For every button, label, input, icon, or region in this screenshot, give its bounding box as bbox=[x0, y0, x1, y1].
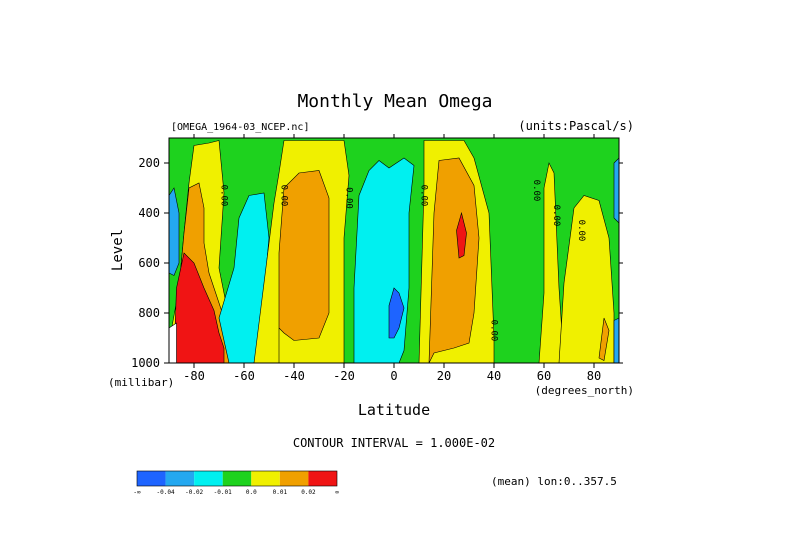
contour-label-4: 0.00 bbox=[489, 320, 499, 342]
contour-label-1: 0.00 bbox=[279, 185, 289, 207]
x-axis-title: Latitude bbox=[358, 401, 430, 419]
x-axis-units: (degrees_north) bbox=[535, 384, 634, 397]
y-tick-label: 800 bbox=[138, 306, 160, 320]
y-axis-ticks: 200 400 600 800 1000 bbox=[131, 156, 623, 370]
contour-region-8 bbox=[278, 170, 330, 363]
colorbar-tick-label: 0.0 bbox=[246, 489, 257, 496]
contour-interval: CONTOUR INTERVAL = 1.000E-02 bbox=[293, 436, 495, 450]
x-tick-label: -80 bbox=[183, 369, 205, 383]
y-axis-title: Level bbox=[110, 229, 126, 271]
x-tick-label: -40 bbox=[283, 369, 305, 383]
plot-area: 0.00 0.00 0.00 0.00 0.00 0.00 0.00 0.00 bbox=[168, 137, 620, 364]
x-tick-label: -20 bbox=[333, 369, 355, 383]
y-tick-label: 200 bbox=[138, 156, 160, 170]
colorbar-frame bbox=[136, 470, 338, 487]
contour-region-5 bbox=[168, 322, 177, 364]
colorbar-swatch bbox=[165, 471, 195, 486]
colorbar-swatch bbox=[251, 471, 280, 486]
x-tick-label: 0 bbox=[390, 369, 397, 383]
colorbar-swatch bbox=[279, 471, 309, 486]
x-tick-label: 60 bbox=[537, 369, 551, 383]
colorbar-tick-label: -0.01 bbox=[214, 489, 232, 496]
mean-label: (mean) lon:0..357.5 bbox=[491, 475, 617, 488]
colorbar: -∞ -0.04 -0.02 -0.01 0.0 0.01 0.02 ∞ bbox=[133, 470, 339, 496]
colorbar-swatch bbox=[194, 471, 223, 486]
y-tick-label: 400 bbox=[138, 206, 160, 220]
colorbar-tick-label: -0.02 bbox=[185, 489, 203, 496]
colorbar-swatch bbox=[222, 471, 252, 486]
contour-label-5: 0.00 bbox=[531, 180, 541, 202]
contour-label-7: 0.00 bbox=[576, 220, 586, 242]
contour-region-13 bbox=[456, 211, 467, 259]
contour-label-0: 0.00 bbox=[219, 185, 229, 207]
contour-region-10 bbox=[388, 287, 405, 339]
contour-label-2: 0.00 bbox=[344, 187, 354, 209]
x-tick-label: -60 bbox=[233, 369, 255, 383]
contour-region-9 bbox=[353, 157, 415, 364]
contour-region-17 bbox=[613, 317, 620, 364]
y-tick-label: 1000 bbox=[131, 356, 160, 370]
x-tick-label: 40 bbox=[487, 369, 501, 383]
colorbar-tick-label: 0.02 bbox=[301, 489, 316, 496]
x-tick-label: 20 bbox=[437, 369, 451, 383]
x-axis-ticks: -80 -60 -40 -20 0 20 40 60 80 bbox=[183, 134, 601, 383]
contour-label-3: 0.00 bbox=[419, 185, 429, 207]
x-tick-label: 80 bbox=[587, 369, 601, 383]
colorbar-swatch bbox=[308, 471, 337, 486]
colorbar-tick-label: ∞ bbox=[335, 489, 339, 496]
colorbar-tick-label: -∞ bbox=[133, 489, 141, 496]
units-label: (units:Pascal/s) bbox=[518, 119, 634, 133]
colorbar-swatch bbox=[137, 471, 166, 486]
contour-region-18 bbox=[613, 157, 620, 224]
colorbar-tick-label: -0.04 bbox=[157, 489, 175, 496]
y-axis-units: (millibar) bbox=[108, 376, 174, 389]
contour-region-12 bbox=[428, 157, 480, 364]
colorbar-tick-label: 0.01 bbox=[273, 489, 288, 496]
chart-title: Monthly Mean Omega bbox=[297, 91, 492, 112]
contour-label-6: 0.00 bbox=[551, 205, 561, 227]
y-tick-label: 600 bbox=[138, 256, 160, 270]
file-label: [OMEGA_1964-03_NCEP.nc] bbox=[171, 122, 309, 133]
contour-region-16 bbox=[598, 317, 610, 361]
